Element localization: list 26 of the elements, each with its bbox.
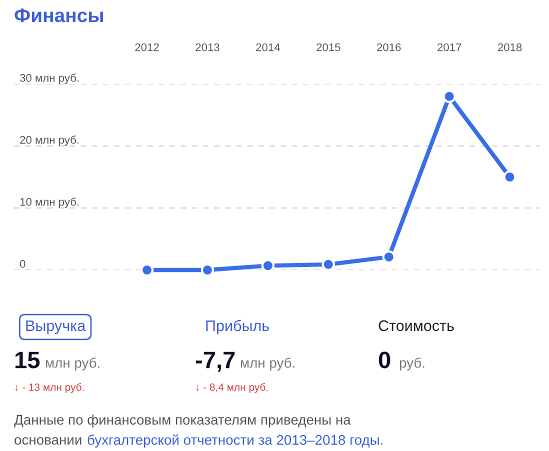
x-tick-label: 2016 — [377, 43, 401, 52]
text: Данные по финансовым показателям приведены на — [14, 414, 351, 428]
x-tick-label: 2012 — [135, 43, 159, 52]
text: Выручка — [26, 320, 86, 334]
text: ↓ - 13 млн руб. — [15, 383, 84, 393]
text: Прибыль — [206, 320, 269, 334]
y-tick-label: 10 млн руб. — [20, 198, 79, 208]
x-tick-label: 2014 — [256, 43, 280, 52]
y-tick-label: 0 — [20, 260, 26, 268]
text: 15 — [15, 352, 40, 368]
text: руб. — [400, 357, 424, 371]
x-tick-label: 2013 — [196, 43, 220, 52]
x-tick-label: 2018 — [498, 43, 522, 52]
chart-title: Финансы — [14, 8, 103, 22]
x-tick-label: 2017 — [438, 43, 462, 52]
text: основании — [14, 437, 82, 445]
text: бухгалтерской отчетности за 2013–2018 годы. — [88, 434, 382, 448]
text: млн руб. — [46, 357, 100, 371]
y-tick-label: 30 млн руб. — [20, 74, 79, 84]
text: ↓ - 8,4 млн руб. — [196, 383, 268, 393]
text: -7,7 — [196, 352, 235, 372]
text: Стоимость — [378, 320, 454, 332]
x-tick-label: 2015 — [316, 43, 340, 52]
y-tick-label: 20 млн руб. — [20, 136, 79, 146]
text: 0 — [378, 352, 390, 368]
text: млн руб. — [240, 357, 294, 371]
